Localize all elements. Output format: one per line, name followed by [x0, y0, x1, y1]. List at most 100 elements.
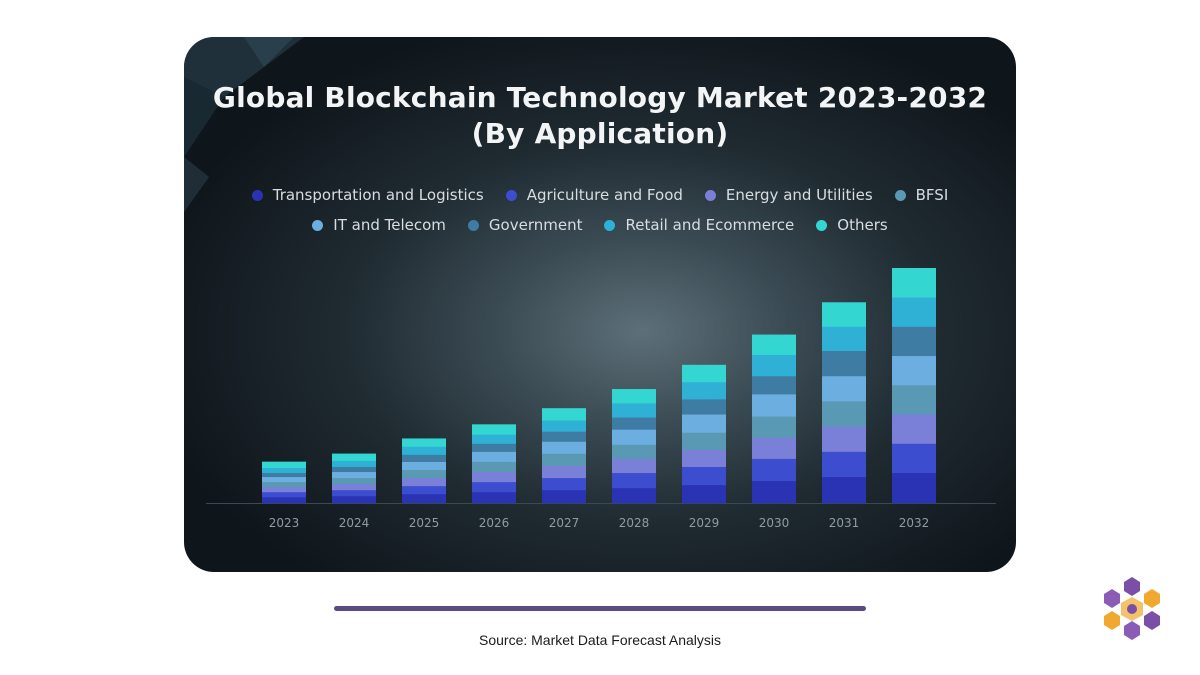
chart-legend-row-2: IT and Telecom Government Retail and Eco…	[184, 216, 1016, 234]
bar-segment-2024-1	[332, 489, 376, 497]
bar-segment-2029-7	[682, 364, 726, 383]
bar-segment-2030-4	[752, 394, 796, 417]
legend-label: BFSI	[915, 186, 949, 204]
divider-line	[334, 606, 866, 611]
bar-segment-2028-0	[612, 487, 656, 504]
chart-title-line-1: Global Blockchain Technology Market 2023…	[212, 81, 988, 114]
bar-segment-2026-0	[472, 491, 516, 504]
bar-segment-2028-3	[612, 444, 656, 459]
legend-item-energy: Energy and Utilities	[704, 186, 873, 204]
bar-segment-2026-4	[472, 451, 516, 462]
bar-segment-2024-6	[332, 460, 376, 467]
background-decoration	[184, 37, 304, 212]
bar-segment-2031-1	[822, 451, 866, 478]
bar-segment-2028-7	[612, 389, 656, 404]
x-tick-label: 2025	[409, 516, 440, 530]
company-logo	[1104, 577, 1160, 640]
bar-segment-2027-3	[542, 453, 586, 466]
bar-segment-2030-3	[752, 416, 796, 438]
legend-swatch	[816, 219, 828, 231]
bar-segment-2030-5	[752, 375, 796, 395]
bar-segment-2023-5	[262, 472, 306, 478]
legend-item-agriculture: Agriculture and Food	[505, 186, 683, 204]
bar-segment-2032-7	[892, 267, 936, 298]
bar-segment-2029-2	[682, 449, 726, 467]
bar-segment-2025-1	[402, 485, 446, 495]
bar-segment-2032-2	[892, 414, 936, 444]
bar-segment-2026-5	[472, 443, 516, 452]
bar-segment-2024-2	[332, 483, 376, 491]
legend-label: Agriculture and Food	[526, 186, 683, 204]
bar-segment-2023-0	[262, 496, 306, 504]
bar-segment-2031-7	[822, 302, 866, 327]
legend-swatch	[312, 219, 324, 231]
x-tick-label: 2026	[479, 516, 510, 530]
legend-swatch	[467, 219, 479, 231]
legend-swatch	[505, 189, 517, 201]
legend-item-transportation: Transportation and Logistics	[251, 186, 484, 204]
bar-segment-2029-5	[682, 399, 726, 415]
legend-label: Energy and Utilities	[725, 186, 873, 204]
bar-segment-2032-0	[892, 472, 936, 504]
bar-segment-2026-1	[472, 481, 516, 493]
x-tick-label: 2028	[619, 516, 650, 530]
legend-item-retail: Retail and Ecommerce	[604, 216, 794, 234]
x-tick-label: 2030	[759, 516, 790, 530]
bar-segment-2023-7	[262, 461, 306, 468]
bar-segment-2031-5	[822, 350, 866, 377]
bar-segment-2024-7	[332, 453, 376, 461]
bar-segment-2027-5	[542, 431, 586, 442]
bar-segment-2028-5	[612, 417, 656, 430]
bar-segment-2029-1	[682, 466, 726, 486]
bar-segment-2025-7	[402, 438, 446, 447]
legend-label: Government	[488, 216, 583, 234]
legend-item-it-telecom: IT and Telecom	[312, 216, 446, 234]
bar-segment-2025-6	[402, 446, 446, 455]
x-tick-label: 2029	[689, 516, 720, 530]
bar-segment-2024-0	[332, 495, 376, 504]
bar-segment-2026-7	[472, 424, 516, 435]
legend-label: Retail and Ecommerce	[625, 216, 795, 234]
bar-segment-2026-2	[472, 471, 516, 483]
bar-segment-2029-4	[682, 414, 726, 433]
bar-segment-2030-7	[752, 334, 796, 356]
bar-segment-2031-6	[822, 326, 866, 351]
bar-segment-2025-3	[402, 469, 446, 479]
source-caption: Source: Market Data Forecast Analysis	[479, 632, 721, 648]
bar-segment-2027-4	[542, 441, 586, 454]
bar-segment-2027-0	[542, 489, 586, 504]
legend-label: Others	[837, 216, 888, 234]
bar-segment-2026-6	[472, 434, 516, 444]
x-tick-label: 2024	[339, 516, 370, 530]
bar-segment-2023-1	[262, 491, 306, 498]
legend-swatch	[704, 189, 716, 201]
bar-segment-2025-2	[402, 477, 446, 487]
bar-segment-2032-3	[892, 384, 936, 415]
bar-segment-2032-5	[892, 326, 936, 357]
bar-segment-2028-2	[612, 458, 656, 474]
legend-item-others: Others	[816, 216, 888, 234]
bar-segment-2031-4	[822, 375, 866, 402]
legend-swatch	[604, 219, 616, 231]
bar-segment-2026-3	[472, 461, 516, 473]
bar-segment-2023-4	[262, 476, 306, 483]
bar-segment-2032-4	[892, 355, 936, 386]
bar-segment-2023-2	[262, 486, 306, 493]
bar-segment-2028-4	[612, 429, 656, 445]
bar-segment-2028-1	[612, 472, 656, 489]
bar-segment-2027-7	[542, 408, 586, 421]
chart-title-line-2: (By Application)	[471, 117, 729, 150]
bar-segment-2025-4	[402, 461, 446, 471]
bar-segment-2030-1	[752, 458, 796, 482]
x-tick-label: 2023	[269, 516, 300, 530]
bar-segment-2029-6	[682, 381, 726, 400]
bar-segment-2031-2	[822, 426, 866, 452]
x-tick-label: 2032	[899, 516, 930, 530]
bar-segment-2024-3	[332, 477, 376, 485]
bar-segment-2025-5	[402, 454, 446, 462]
bar-segment-2028-6	[612, 403, 656, 418]
stacked-bar-chart: 2023 2024 2025 2026 2027 2028 2029 2030 2031 2032	[206, 267, 996, 530]
bar-segment-2024-4	[332, 471, 376, 479]
bar-segment-2029-3	[682, 432, 726, 450]
legend-label: Transportation and Logistics	[272, 186, 484, 204]
